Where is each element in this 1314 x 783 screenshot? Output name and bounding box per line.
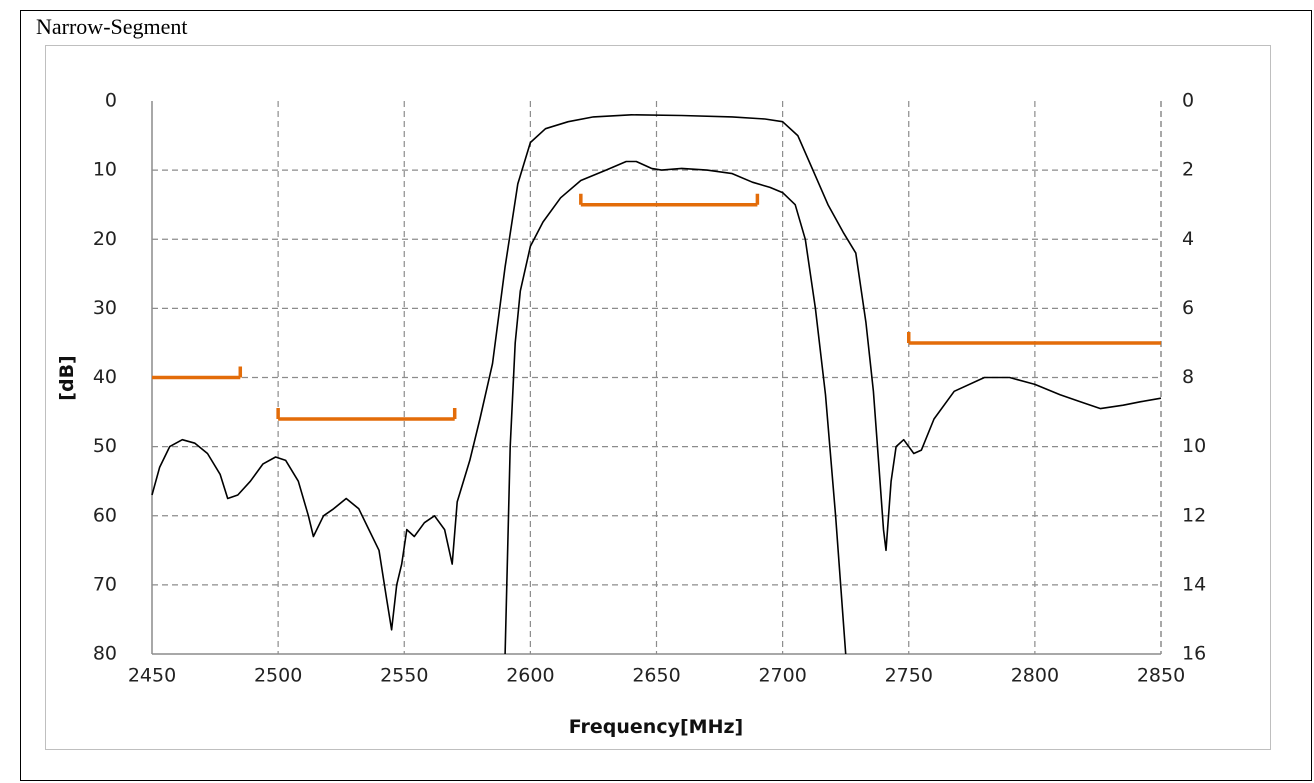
- grid-lines: [152, 101, 1161, 654]
- response-curve-right-axis: [504, 160, 847, 655]
- y-left-tick-labels: 0 10 20 30 40 50 60 70 80: [93, 90, 117, 665]
- x-tick-label: 2800: [1011, 665, 1059, 687]
- mask-segments: [152, 193, 1161, 421]
- y-right-tick-labels: 0 2 4 6 8 10 12 14 16: [1182, 90, 1206, 665]
- y-right-tick-label: 12: [1182, 504, 1206, 526]
- y-left-tick-label: 20: [93, 228, 117, 250]
- y-right-tick-label: 4: [1182, 228, 1194, 250]
- y-axis-title: [dB]: [56, 355, 78, 400]
- x-tick-label: 2600: [506, 665, 554, 687]
- x-tick-label: 2550: [380, 665, 428, 687]
- y-left-tick-label: 10: [93, 159, 117, 181]
- x-tick-label: 2850: [1137, 665, 1185, 687]
- curves: [151, 114, 1162, 655]
- y-left-tick-label: 60: [93, 504, 117, 526]
- x-tick-label: 2700: [758, 665, 806, 687]
- y-right-tick-label: 16: [1182, 643, 1206, 665]
- y-left-tick-label: 0: [105, 90, 117, 112]
- y-right-tick-label: 10: [1182, 435, 1206, 457]
- y-left-tick-label: 80: [93, 643, 117, 665]
- y-left-tick-label: 70: [93, 573, 117, 595]
- y-right-tick-label: 6: [1182, 297, 1194, 319]
- x-tick-label: 2500: [254, 665, 302, 687]
- y-right-tick-label: 2: [1182, 159, 1194, 181]
- mask-segment: [579, 193, 760, 207]
- y-right-tick-label: 0: [1182, 90, 1194, 112]
- mask-segment: [276, 407, 457, 421]
- y-right-tick-label: 14: [1182, 573, 1206, 595]
- mask-segment: [907, 331, 1161, 345]
- y-right-tick-label: 8: [1182, 366, 1194, 388]
- y-left-tick-label: 40: [93, 366, 117, 388]
- x-tick-label: 2750: [885, 665, 933, 687]
- x-tick-label: 2650: [632, 665, 680, 687]
- x-tick-label: 2450: [128, 665, 176, 687]
- y-left-tick-label: 30: [93, 297, 117, 319]
- x-tick-labels: 2450 2500 2550 2600 2650 2700 2750 2800 2850: [128, 665, 1185, 687]
- x-axis-title: Frequency[MHz]: [569, 716, 743, 738]
- y-left-tick-label: 50: [93, 435, 117, 457]
- response-curve-left-axis: [151, 114, 1162, 631]
- figure-frame: [20, 10, 1312, 781]
- mask-segment: [152, 366, 243, 380]
- figure-caption: Narrow-Segment: [36, 14, 188, 39]
